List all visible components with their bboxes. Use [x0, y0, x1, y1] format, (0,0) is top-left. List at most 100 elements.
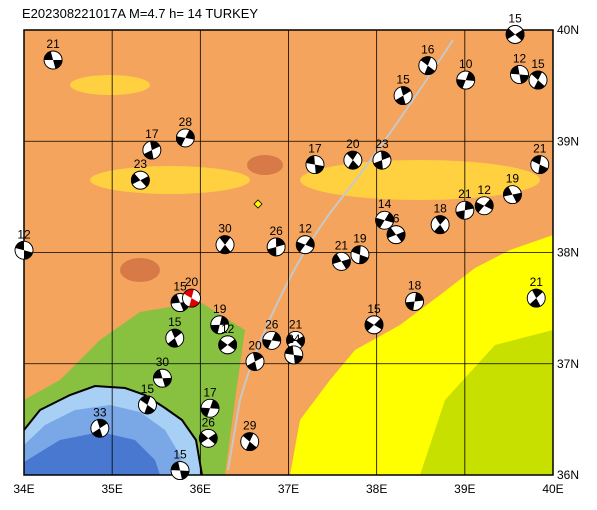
beachball-quadrant — [171, 461, 181, 471]
beachball-outline — [245, 352, 265, 371]
focal-mechanism — [343, 150, 363, 170]
y-tick-label: 36N — [557, 468, 579, 482]
beachball-quadrant — [348, 160, 359, 170]
beachball-quadrant — [97, 419, 108, 429]
beachball-quadrant — [296, 241, 306, 252]
beachball-outline — [175, 128, 195, 148]
beachball-quadrant — [210, 399, 220, 409]
x-tick-label: 39E — [454, 482, 475, 496]
depth-label: 6 — [393, 212, 400, 226]
depth-label: 18 — [408, 278, 422, 292]
depth-label: 24 — [287, 332, 301, 346]
beachball-outline — [456, 70, 476, 90]
depth-label: 28 — [179, 115, 193, 129]
beachball-quadrant — [400, 86, 411, 96]
beachball-outline — [165, 328, 185, 348]
focal-mechanism — [430, 215, 450, 235]
beachball-quadrant — [171, 329, 182, 339]
beachball-quadrant — [456, 79, 466, 89]
beachball-quadrant — [475, 201, 485, 213]
focal-mechanism — [375, 210, 395, 230]
x-tick-label: 40E — [542, 482, 563, 496]
focal-mechanism — [286, 330, 305, 350]
beachball-quadrant — [484, 198, 494, 210]
depth-label: 12 — [17, 227, 31, 241]
beachball-outline — [405, 292, 424, 311]
focal-mechanism — [43, 50, 63, 70]
beachball-quadrant — [24, 250, 33, 260]
beachball-quadrant — [140, 395, 151, 405]
beachball-quadrant — [405, 301, 415, 311]
y-tick-label: 40N — [557, 23, 579, 37]
beachball-quadrant — [533, 80, 545, 90]
depth-label: 14 — [378, 197, 392, 211]
beachball-outline — [503, 185, 522, 205]
focal-mechanism — [262, 330, 282, 350]
beachball-outline — [530, 155, 550, 175]
beachball-outline — [418, 56, 438, 75]
focal-mechanism — [405, 292, 424, 311]
depth-label: 15 — [173, 448, 187, 462]
y-tick-label: 39N — [557, 134, 579, 148]
beachball-outline — [182, 288, 201, 308]
beachball-outline — [138, 395, 157, 415]
beachball-quadrant — [332, 253, 342, 265]
beachball-outline — [510, 65, 529, 84]
beachball-outline — [170, 461, 190, 480]
beachball-outline — [240, 432, 260, 452]
beachball-quadrant — [455, 210, 465, 220]
beachball-quadrant — [306, 155, 315, 165]
beachball-quadrant — [314, 164, 324, 174]
beachball-quadrant — [242, 432, 254, 442]
depth-label: 17 — [308, 142, 322, 156]
beachball-quadrant — [275, 237, 285, 247]
beachball-quadrant — [183, 289, 194, 299]
beachball-outline — [90, 418, 110, 438]
depth-label: 26 — [269, 224, 283, 238]
beachball-quadrant — [424, 65, 435, 75]
depth-label: 10 — [459, 57, 473, 71]
depth-label: 29 — [243, 419, 257, 433]
beachball-quadrant — [284, 345, 294, 355]
depth-label: 26 — [202, 415, 216, 429]
depth-label: 30 — [218, 222, 232, 236]
depth-label: 21 — [289, 317, 303, 331]
beachball-quadrant — [286, 333, 296, 345]
depth-label: 21 — [46, 37, 60, 51]
beachball-outline — [210, 315, 230, 335]
beachball-quadrant — [341, 258, 351, 270]
depth-label: 20 — [248, 339, 262, 353]
focal-mechanism — [505, 25, 525, 44]
beachball-outline — [295, 235, 315, 255]
beachball-quadrant — [140, 176, 150, 187]
depth-label: 17 — [145, 127, 159, 141]
beachball-quadrant — [219, 244, 231, 254]
depth-label: 20 — [185, 275, 199, 289]
focal-mechanism — [284, 345, 304, 365]
marker — [253, 199, 263, 209]
beachball-quadrant — [414, 292, 424, 302]
focal-mechanism — [386, 225, 406, 245]
beachball-quadrant — [171, 294, 181, 304]
depth-label: 21 — [533, 142, 547, 156]
beachball-outline — [215, 235, 235, 255]
depth-label: 26 — [265, 317, 279, 331]
beachball-quadrant — [267, 246, 277, 256]
beachball-quadrant — [381, 151, 391, 161]
y-tick-label: 37N — [557, 357, 579, 371]
beachball-quadrant — [532, 289, 543, 299]
beachball-outline — [262, 330, 282, 350]
beachball-quadrant — [210, 324, 220, 334]
focal-mechanism — [474, 196, 494, 216]
beachball-quadrant — [365, 320, 375, 332]
depth-label: 12 — [221, 322, 235, 336]
beachball-outline — [331, 251, 351, 271]
beachball-quadrant — [375, 217, 385, 228]
beachball-quadrant — [219, 235, 231, 245]
focal-mechanism — [138, 395, 157, 415]
beachball-outline — [305, 155, 325, 175]
focal-mechanism — [266, 237, 286, 257]
depth-label: 19 — [353, 232, 367, 246]
beachball-quadrant — [227, 339, 237, 351]
